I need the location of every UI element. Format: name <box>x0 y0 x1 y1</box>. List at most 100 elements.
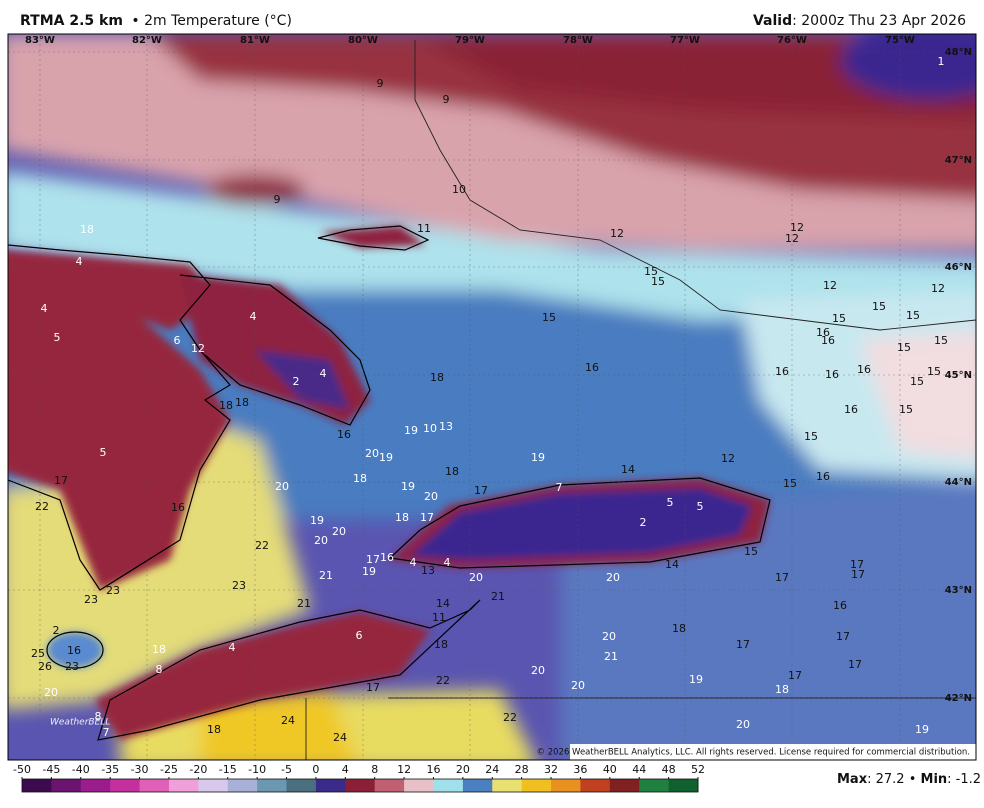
temperature-label: 15 <box>783 477 797 490</box>
temperature-label: 24 <box>281 714 295 727</box>
colorbar-segment <box>521 779 552 792</box>
temperature-label: 15 <box>542 311 556 324</box>
colorbar-tick-label: -10 <box>248 763 266 776</box>
longitude-label: 81°W <box>240 35 270 46</box>
copyright-box <box>570 744 976 760</box>
temperature-label: 19 <box>379 451 393 464</box>
colorbar-tick-label: 48 <box>662 763 676 776</box>
temperature-label: 20 <box>365 447 379 460</box>
map: 83°W 82°W 81°W 80°W 79°W 78°W 77°W 76°W 75°W 48°N… <box>8 34 976 760</box>
temperature-label: 15 <box>651 275 665 288</box>
colorbar-tick-label: 36 <box>573 763 587 776</box>
colorbar-segment <box>257 779 288 792</box>
temperature-label: 22 <box>255 539 269 552</box>
temperature-label: 17 <box>775 571 789 584</box>
temperature-label: 18 <box>434 638 448 651</box>
temperature-label: 12 <box>785 232 799 245</box>
temperature-label: 21 <box>491 590 505 603</box>
temperature-label: 18 <box>80 223 94 236</box>
temperature-label: 16 <box>775 365 789 378</box>
colorbar-tick-label: 52 <box>691 763 705 776</box>
temperature-label: 6 <box>174 334 181 347</box>
colorbar-segment <box>139 779 170 792</box>
temperature-label: 2 <box>640 516 647 529</box>
temperature-label: 19 <box>915 723 929 736</box>
colorbar-tick-label: -5 <box>281 763 292 776</box>
temperature-label: 15 <box>644 265 658 278</box>
temperature-label: 4 <box>41 302 48 315</box>
temperature-label: 14 <box>436 597 450 610</box>
border-quebec <box>414 40 976 331</box>
colorbar-tick-label: 12 <box>397 763 411 776</box>
temperature-label: 12 <box>790 221 804 234</box>
temperature-label: 26 <box>38 660 52 673</box>
temperature-label: 16 <box>337 428 351 441</box>
latitude-label: 44°N <box>945 477 972 488</box>
colorbar-segment <box>315 779 346 792</box>
temperature-label: 20 <box>275 480 289 493</box>
temperature-label: 15 <box>906 309 920 322</box>
temperature-label: 16 <box>833 599 847 612</box>
longitude-label: 82°W <box>132 35 162 46</box>
georgian-bay-cold <box>255 350 350 410</box>
temperature-label: 17 <box>366 681 380 694</box>
colorbar-tick-label: -30 <box>131 763 149 776</box>
temperature-label: 2 <box>293 375 300 388</box>
temperature-label: 18 <box>353 472 367 485</box>
temperature-label: 19 <box>310 514 324 527</box>
colorbar-tick-label: 0 <box>312 763 319 776</box>
product-subtitle: • 2m Temperature (°C) <box>131 13 292 29</box>
temperature-label: 15 <box>927 365 941 378</box>
temperature-label: 18 <box>430 371 444 384</box>
map-frame <box>7 33 977 761</box>
colorbar-segment <box>227 779 258 792</box>
temperature-label: 16 <box>816 326 830 339</box>
colorbar-segment <box>168 779 199 792</box>
temperature-label: 12 <box>931 282 945 295</box>
logo: WeatherBELL <box>50 718 110 728</box>
temperature-label: 20 <box>424 490 438 503</box>
temperature-label: 17 <box>848 658 862 671</box>
temperature-label: 18 <box>152 643 166 656</box>
temperature-label: 4 <box>229 641 236 654</box>
colorbar-tick-label: 4 <box>342 763 349 776</box>
temperature-label: 9 <box>377 77 384 90</box>
colorbar-segment <box>110 779 141 792</box>
temperature-label: 19 <box>362 565 376 578</box>
temperature-label: 21 <box>319 569 333 582</box>
temperature-label: 12 <box>610 227 624 240</box>
longitude-label: 75°W <box>885 35 915 46</box>
temperature-label: 17 <box>54 474 68 487</box>
temperature-label: 15 <box>899 403 913 416</box>
latitude-label: 47°N <box>945 155 972 166</box>
latitude-label: 48°N <box>945 47 972 58</box>
colorbar: -50 -45 -40 -35 -30 -25 -20 -15 -10 -5 0 4 8 12 16 20 24… <box>13 763 705 793</box>
longitude-label: 83°W <box>25 35 55 46</box>
temperature-label: 13 <box>421 564 435 577</box>
colorbar-tick-label: 28 <box>515 763 529 776</box>
coast-erie <box>97 599 481 741</box>
field-pale-east <box>860 331 976 459</box>
longitude-label: 78°W <box>563 35 593 46</box>
coast-nipissing <box>317 225 430 251</box>
colorbar-segment <box>404 779 434 792</box>
temperature-label: 4 <box>320 367 327 380</box>
temperature-label: 20 <box>469 571 483 584</box>
temperature-label: 8 <box>156 663 163 676</box>
temperature-label: 1 <box>938 55 945 68</box>
temperature-label: 19 <box>401 480 415 493</box>
colorbar-segment <box>80 779 111 792</box>
temperature-label: 18 <box>207 723 221 736</box>
colorbar-tick-label: 20 <box>456 763 470 776</box>
lake-huron-field <box>8 290 230 590</box>
temperature-label: 25 <box>31 647 45 660</box>
temperature-label: 7 <box>556 481 563 494</box>
temperature-label: 16 <box>844 403 858 416</box>
latitude-label: 42°N <box>945 693 972 704</box>
temperature-label: 20 <box>606 571 620 584</box>
temperature-label: 16 <box>67 644 81 657</box>
valid-time: Valid: 2000z Thu 23 Apr 2026 <box>753 13 966 29</box>
temperature-label: 5 <box>667 496 674 509</box>
colorbar-segment <box>668 779 699 792</box>
colorbar-segment <box>492 779 523 792</box>
